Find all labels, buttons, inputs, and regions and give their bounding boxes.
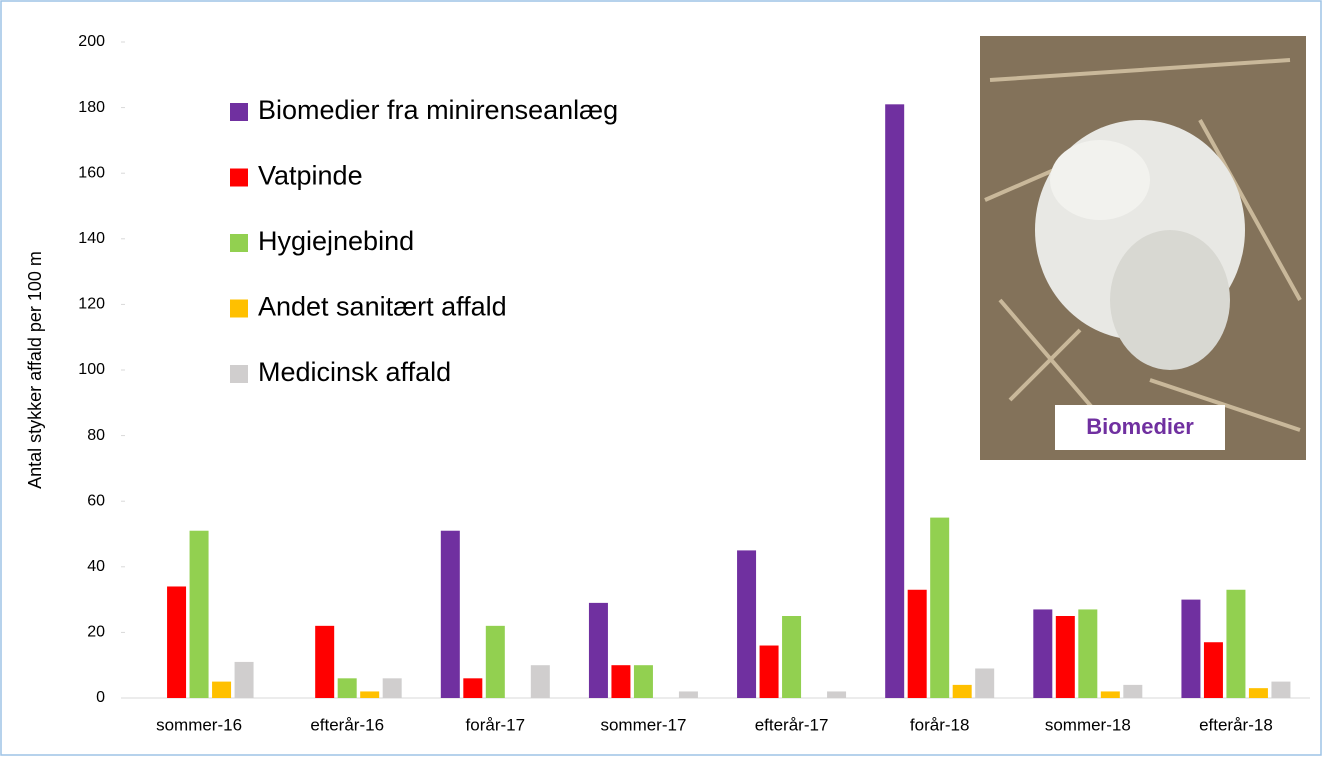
x-tick-label: forår-17: [466, 715, 526, 734]
bar: [1123, 685, 1142, 698]
bar: [167, 586, 186, 698]
bar: [1056, 616, 1075, 698]
x-tick-label: sommer-18: [1045, 715, 1131, 734]
y-tick-label: 40: [87, 558, 105, 575]
legend-label: Biomedier fra minirenseanlæg: [258, 95, 618, 125]
x-tick-label: efterår-17: [755, 715, 829, 734]
x-tick-label: efterår-18: [1199, 715, 1273, 734]
bar: [1226, 590, 1245, 698]
legend-label: Hygiejnebind: [258, 226, 414, 256]
legend-swatch: [230, 234, 248, 252]
bar: [589, 603, 608, 698]
x-tick-label: sommer-16: [156, 715, 242, 734]
y-tick-label: 140: [78, 230, 105, 247]
legend-swatch: [230, 169, 248, 187]
y-tick-label: 180: [78, 99, 105, 116]
y-tick-label: 60: [87, 492, 105, 509]
y-axis-title: Antal stykker affald per 100 m: [25, 251, 45, 489]
bar: [441, 531, 460, 698]
bar: [383, 678, 402, 698]
bar: [190, 531, 209, 698]
bar: [360, 691, 379, 698]
bar: [1271, 682, 1290, 698]
x-tick-label: efterår-16: [310, 715, 384, 734]
bar: [1181, 600, 1200, 698]
legend-label: Medicinsk affald: [258, 357, 451, 387]
legend-swatch: [230, 103, 248, 121]
bar: [1101, 691, 1120, 698]
bar: [1249, 688, 1268, 698]
y-tick-label: 160: [78, 164, 105, 181]
bar: [908, 590, 927, 698]
bar: [315, 626, 334, 698]
bar: [1204, 642, 1223, 698]
chart: Antal stykker affald per 100 m Biomedier…: [0, 0, 1322, 756]
y-tick-label: 0: [96, 689, 105, 706]
bar: [212, 682, 231, 698]
y-tick-label: 200: [78, 33, 105, 50]
bar: [782, 616, 801, 698]
legend-label: Vatpinde: [258, 161, 363, 191]
bar: [1033, 609, 1052, 698]
bar: [975, 668, 994, 698]
legend-label: Andet sanitært affald: [258, 292, 507, 322]
photo: [980, 36, 1306, 460]
bar: [235, 662, 254, 698]
bar: [885, 104, 904, 698]
x-tick-label: forår-18: [910, 715, 970, 734]
y-tick-label: 120: [78, 296, 105, 313]
y-tick-label: 20: [87, 624, 105, 641]
legend-swatch: [230, 365, 248, 383]
y-tick-label: 100: [78, 361, 105, 378]
bar: [463, 678, 482, 698]
bar: [760, 646, 779, 698]
bar: [930, 518, 949, 698]
bar: [1078, 609, 1097, 698]
bar: [827, 691, 846, 698]
bar: [634, 665, 653, 698]
y-tick-label: 80: [87, 427, 105, 444]
bar: [953, 685, 972, 698]
bar: [338, 678, 357, 698]
bar: [679, 691, 698, 698]
bar: [531, 665, 550, 698]
bar: [611, 665, 630, 698]
photo-label: Biomedier: [1086, 414, 1194, 439]
bar: [737, 550, 756, 698]
bar: [486, 626, 505, 698]
legend-swatch: [230, 300, 248, 318]
x-tick-label: sommer-17: [600, 715, 686, 734]
